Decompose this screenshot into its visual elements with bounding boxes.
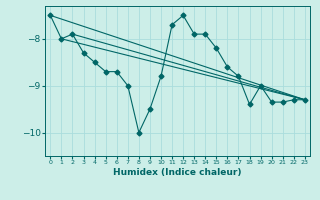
- X-axis label: Humidex (Indice chaleur): Humidex (Indice chaleur): [113, 168, 242, 177]
